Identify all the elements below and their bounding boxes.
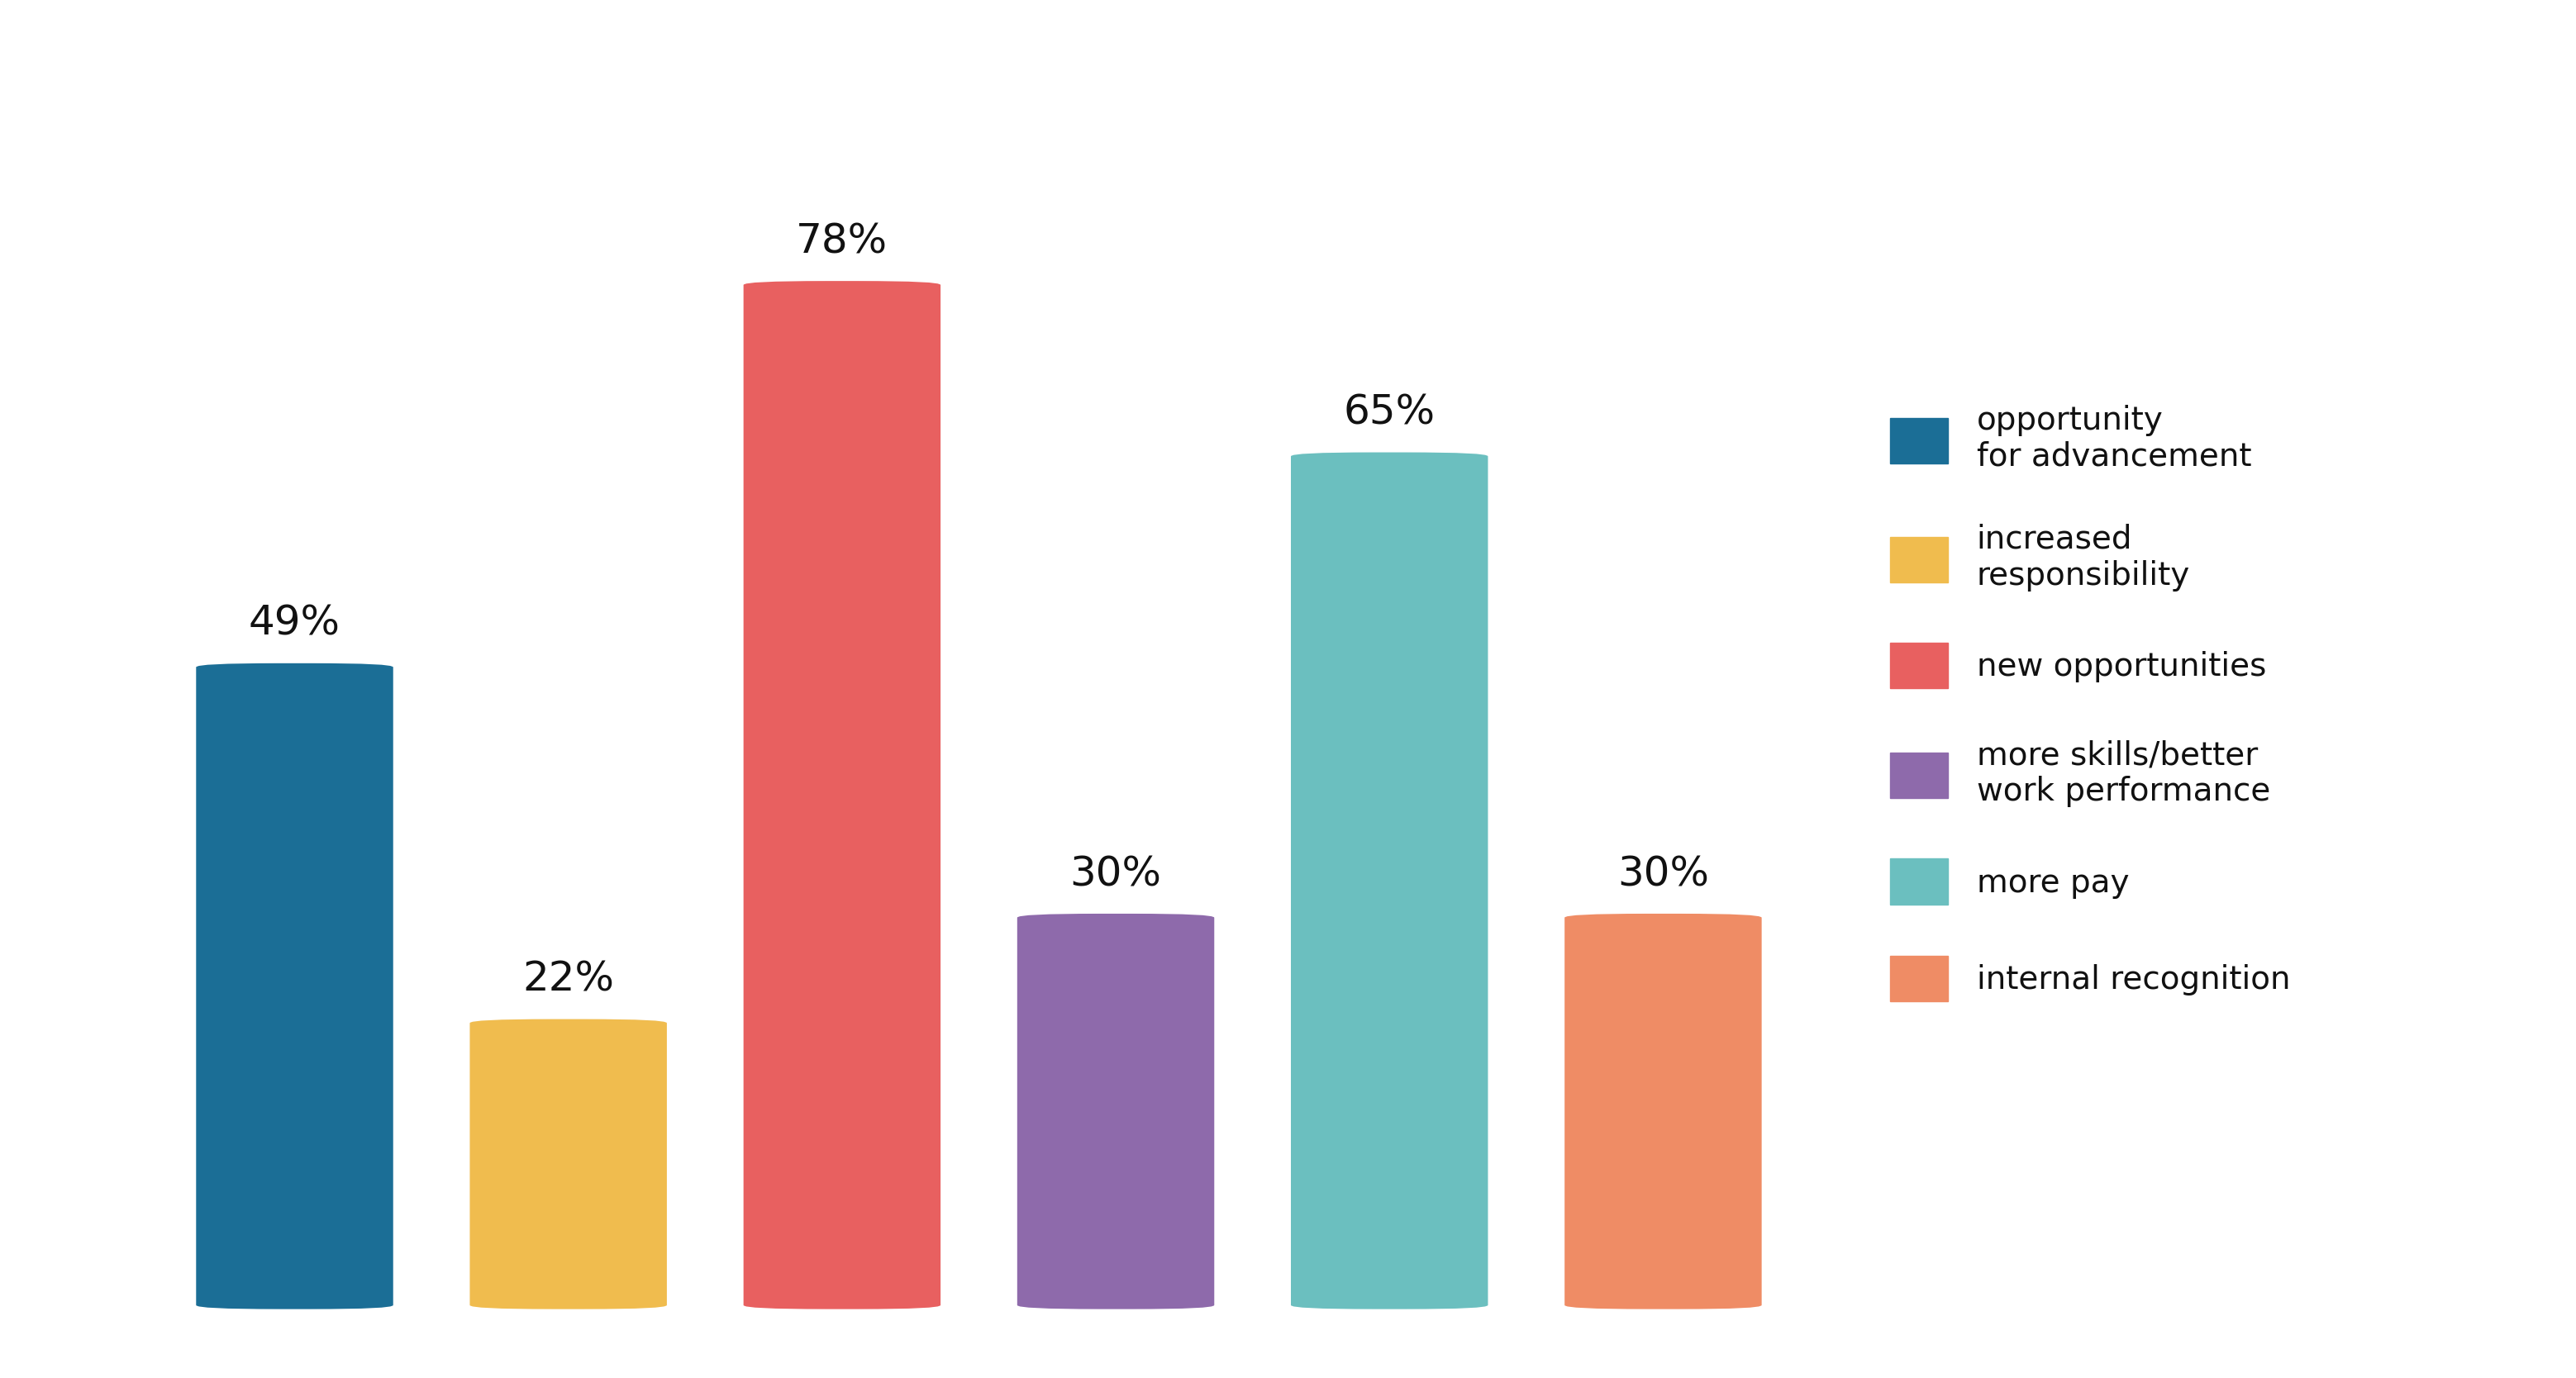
FancyBboxPatch shape — [196, 663, 394, 1309]
Text: 30%: 30% — [1618, 854, 1708, 894]
FancyBboxPatch shape — [1018, 914, 1213, 1309]
Text: 78%: 78% — [796, 222, 889, 262]
Legend: opportunity
for advancement, increased
responsibility, new opportunities, more s: opportunity for advancement, increased r… — [1891, 405, 2290, 1000]
Text: 22%: 22% — [523, 959, 613, 999]
FancyBboxPatch shape — [744, 281, 940, 1309]
FancyBboxPatch shape — [1291, 452, 1489, 1309]
Text: 65%: 65% — [1345, 393, 1435, 433]
Text: 49%: 49% — [250, 604, 340, 644]
FancyBboxPatch shape — [469, 1020, 667, 1309]
Text: 30%: 30% — [1069, 854, 1162, 894]
FancyBboxPatch shape — [1564, 914, 1762, 1309]
